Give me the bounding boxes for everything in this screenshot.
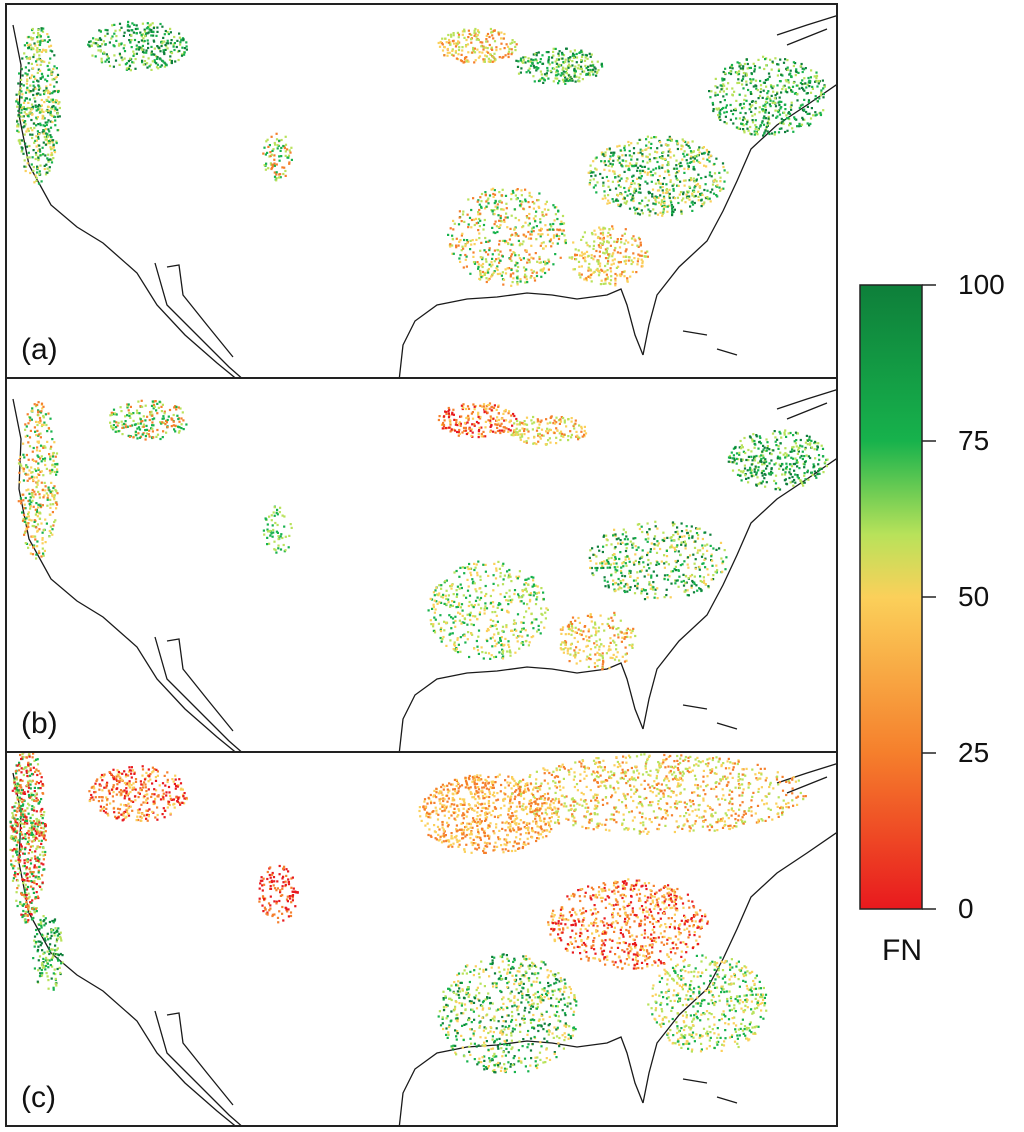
great-lakes-outline xyxy=(776,15,836,46)
panel-label-b: (b) xyxy=(21,707,58,740)
gulf-coastline xyxy=(398,662,644,751)
fn-blobs-a xyxy=(15,20,826,287)
baja-peninsula xyxy=(154,636,242,751)
colorbar-label-50: 50 xyxy=(958,581,990,612)
gulf-coastline xyxy=(398,1036,644,1125)
colorbar-label-100: 100 xyxy=(958,269,1005,300)
pacific-coastline xyxy=(12,24,236,377)
fn-blobs-b xyxy=(17,399,829,671)
atlantic-coastline xyxy=(642,832,836,1104)
atlantic-coastline xyxy=(642,458,836,730)
great-lakes-outline xyxy=(776,389,836,420)
colorbar-label-25: 25 xyxy=(958,737,990,768)
map-panel-b: (b) xyxy=(5,377,838,753)
panel-label-c: (c) xyxy=(21,1081,56,1114)
pacific-coastline xyxy=(12,398,236,751)
map-canvas-c xyxy=(9,753,836,1125)
gulf-coastline xyxy=(398,288,644,377)
fn-blobs-c xyxy=(9,753,807,1074)
caribbean-islands xyxy=(682,1078,738,1104)
colorbar-legend: 100 75 50 25 0 FN xyxy=(858,269,1024,983)
caribbean-islands xyxy=(682,330,738,356)
map-panel-a: (a) xyxy=(5,3,838,379)
colorbar-label-0: 0 xyxy=(958,893,974,924)
colorbar-svg xyxy=(859,284,936,910)
pacific-coastline xyxy=(12,772,236,1125)
colorbar-label-75: 75 xyxy=(958,425,990,456)
caribbean-islands xyxy=(682,704,738,730)
map-panel-c: (c) xyxy=(5,751,838,1127)
baja-peninsula xyxy=(154,262,242,377)
baja-peninsula xyxy=(154,1010,242,1125)
colorbar-ticks xyxy=(922,284,936,910)
colorbar-title: FN xyxy=(882,934,922,967)
panel-label-a: (a) xyxy=(21,333,58,366)
map-canvas-b xyxy=(12,389,836,751)
colorbar-gradient xyxy=(859,284,923,910)
map-canvas-a xyxy=(12,15,836,377)
great-lakes-outline xyxy=(776,763,836,794)
